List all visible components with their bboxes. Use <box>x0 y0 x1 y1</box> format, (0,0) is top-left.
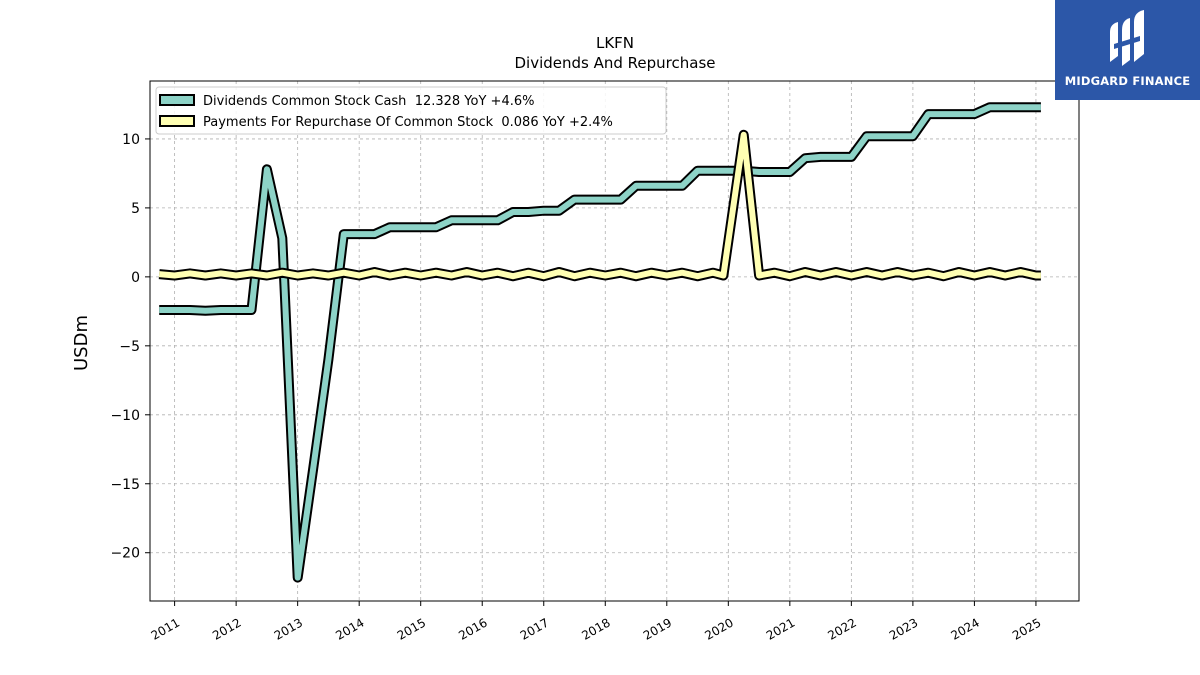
midgard-finance-logo: MIDGARD FINANCE <box>1055 0 1200 100</box>
x-tick-label: 2016 <box>456 615 489 642</box>
y-axis-label: USDm <box>71 315 92 371</box>
series-line <box>159 104 1041 581</box>
legend: Dividends Common Stock Cash 12.328 YoY +… <box>155 86 667 135</box>
x-tick-label: 2025 <box>1010 615 1043 642</box>
y-tick-label: −20 <box>110 546 140 562</box>
x-tick-label: 2011 <box>149 615 182 642</box>
x-tick-label: 2014 <box>333 615 366 642</box>
series-line <box>158 131 1041 280</box>
y-tick-label: 10 <box>122 132 140 148</box>
series-line-outline <box>159 102 1041 583</box>
x-tick-label: 2013 <box>272 615 305 642</box>
chart-title: LKFN <box>596 34 634 52</box>
x-tick-label: 2024 <box>948 615 981 642</box>
x-tick-label: 2021 <box>764 615 797 642</box>
y-tick-label: 0 <box>131 270 140 286</box>
logo-text: MIDGARD FINANCE <box>1064 74 1191 88</box>
legend-label: Dividends Common Stock Cash 12.328 YoY +… <box>203 94 534 109</box>
x-axis: 2011 2012 2013 2014 2015 2016 2017 2018 2019 2020… <box>149 601 1043 643</box>
y-tick-label: 5 <box>131 201 140 217</box>
y-tick-label: −10 <box>110 408 140 424</box>
plot-frame <box>149 80 1080 602</box>
legend-swatch <box>159 94 195 106</box>
series-layer <box>158 102 1041 583</box>
y-tick-label: −15 <box>110 477 140 493</box>
chart-subtitle: Dividends And Repurchase <box>514 54 715 72</box>
midgard-logo-icon <box>1109 10 1144 66</box>
legend-swatch <box>159 115 195 127</box>
x-tick-label: 2015 <box>395 615 428 642</box>
x-tick-label: 2023 <box>887 615 920 642</box>
x-tick-label: 2020 <box>702 615 735 642</box>
series-line-outline <box>158 129 1041 282</box>
legend-box <box>155 86 667 135</box>
x-tick-label: 2012 <box>210 615 243 642</box>
y-axis: −20 −15 −10 −5 0 5 10 <box>110 132 150 562</box>
x-tick-label: 2022 <box>825 615 858 642</box>
y-tick-label: −5 <box>119 339 140 355</box>
legend-label: Payments For Repurchase Of Common Stock … <box>203 115 613 130</box>
x-tick-label: 2019 <box>641 615 674 642</box>
x-tick-label: 2018 <box>579 615 612 642</box>
x-tick-label: 2017 <box>518 615 551 642</box>
